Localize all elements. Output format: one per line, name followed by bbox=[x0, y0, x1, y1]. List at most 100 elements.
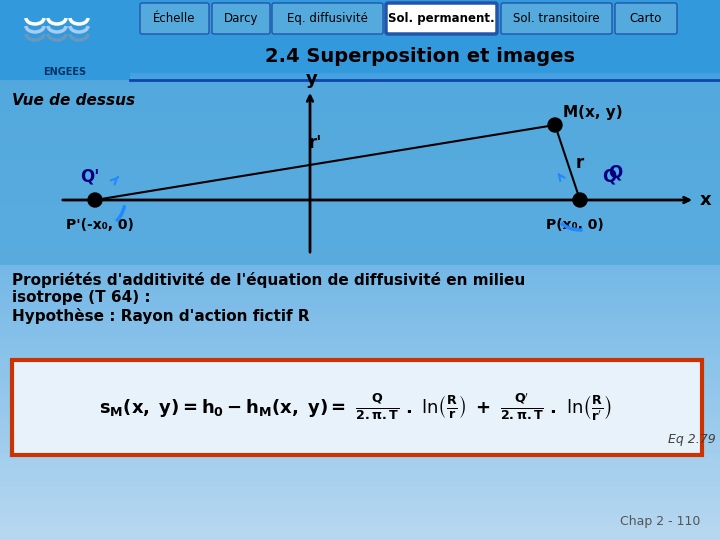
Bar bbox=[0, 124, 720, 130]
Bar bbox=[0, 400, 720, 405]
Bar bbox=[0, 189, 720, 194]
Bar bbox=[0, 373, 720, 378]
Bar bbox=[0, 157, 720, 162]
Bar bbox=[0, 27, 720, 32]
Bar bbox=[0, 38, 720, 43]
Bar bbox=[0, 238, 720, 243]
Text: Eq 2.79: Eq 2.79 bbox=[668, 434, 716, 447]
Bar bbox=[0, 200, 720, 205]
Bar bbox=[0, 0, 130, 80]
Bar bbox=[0, 421, 720, 427]
Text: x: x bbox=[700, 191, 711, 209]
Bar bbox=[0, 502, 720, 508]
Bar bbox=[0, 410, 720, 416]
Bar bbox=[0, 80, 720, 265]
Bar bbox=[0, 265, 720, 270]
Text: M(x, y): M(x, y) bbox=[563, 105, 623, 120]
Text: Chap 2 - 110: Chap 2 - 110 bbox=[620, 515, 700, 528]
Bar bbox=[0, 216, 720, 221]
Bar bbox=[0, 243, 720, 248]
Bar bbox=[0, 16, 720, 22]
Bar bbox=[0, 389, 720, 394]
Circle shape bbox=[88, 193, 102, 207]
Bar bbox=[0, 356, 720, 362]
Bar bbox=[0, 0, 720, 38]
Bar bbox=[0, 92, 720, 97]
Bar bbox=[0, 335, 720, 340]
Bar bbox=[0, 340, 720, 346]
Text: Échelle: Échelle bbox=[153, 12, 196, 25]
FancyBboxPatch shape bbox=[272, 3, 383, 34]
Bar bbox=[0, 221, 720, 227]
Bar bbox=[0, 173, 720, 178]
Bar bbox=[0, 481, 720, 486]
Bar bbox=[0, 529, 720, 535]
Text: Darcy: Darcy bbox=[224, 12, 258, 25]
Bar bbox=[0, 286, 720, 292]
Bar bbox=[0, 346, 720, 351]
Bar bbox=[0, 11, 720, 16]
Bar bbox=[0, 232, 720, 238]
FancyBboxPatch shape bbox=[212, 3, 270, 34]
Bar bbox=[0, 319, 720, 324]
Text: Hypothèse : Rayon d'action fictif R: Hypothèse : Rayon d'action fictif R bbox=[12, 308, 310, 324]
Bar bbox=[0, 119, 720, 124]
Text: $\mathbf{s_M(x,\ y) = h_0 - h_M(x,\ y) = \ \frac{Q}{2.\pi.T}\ .\ \ln\!\left(\fra: $\mathbf{s_M(x,\ y) = h_0 - h_M(x,\ y) =… bbox=[99, 392, 611, 423]
Text: Vue de dessus: Vue de dessus bbox=[12, 93, 135, 108]
Bar bbox=[0, 32, 720, 38]
Bar bbox=[0, 475, 720, 481]
Bar bbox=[0, 518, 720, 524]
Bar bbox=[0, 292, 720, 297]
Bar bbox=[0, 86, 720, 92]
Bar bbox=[0, 378, 720, 383]
Bar bbox=[0, 54, 720, 59]
Bar bbox=[0, 427, 720, 432]
Bar bbox=[0, 416, 720, 421]
Bar bbox=[0, 162, 720, 167]
FancyBboxPatch shape bbox=[12, 360, 702, 455]
Bar bbox=[0, 146, 720, 151]
Bar bbox=[0, 275, 720, 281]
Bar bbox=[0, 464, 720, 470]
FancyBboxPatch shape bbox=[615, 3, 677, 34]
Bar bbox=[0, 227, 720, 232]
Bar bbox=[0, 513, 720, 518]
Bar bbox=[0, 459, 720, 464]
Bar bbox=[0, 22, 720, 27]
Bar bbox=[0, 308, 720, 313]
Text: Sol. transitoire: Sol. transitoire bbox=[513, 12, 600, 25]
Bar bbox=[0, 524, 720, 529]
Text: P'(-x₀, 0): P'(-x₀, 0) bbox=[66, 218, 134, 232]
Bar bbox=[0, 302, 720, 308]
Bar bbox=[0, 178, 720, 184]
Bar bbox=[0, 324, 720, 329]
Text: Eq. diffusivité: Eq. diffusivité bbox=[287, 12, 368, 25]
Bar bbox=[0, 205, 720, 211]
Text: P(x₀, 0): P(x₀, 0) bbox=[546, 218, 604, 232]
Bar bbox=[0, 113, 720, 119]
Text: r': r' bbox=[308, 134, 322, 152]
Bar bbox=[0, 329, 720, 335]
Bar bbox=[0, 454, 720, 459]
Text: Carto: Carto bbox=[630, 12, 662, 25]
Bar bbox=[0, 351, 720, 356]
Text: Propriétés d'additivité de l'équation de diffusivité en milieu: Propriétés d'additivité de l'équation de… bbox=[12, 272, 526, 288]
Bar bbox=[0, 194, 720, 200]
Text: ENGEES: ENGEES bbox=[43, 67, 86, 77]
Bar bbox=[0, 313, 720, 319]
Bar bbox=[0, 184, 720, 189]
Text: isotrope (T 64) :: isotrope (T 64) : bbox=[12, 290, 150, 305]
Bar bbox=[0, 70, 720, 76]
Bar bbox=[0, 130, 720, 135]
Bar bbox=[0, 394, 720, 400]
Text: Q': Q' bbox=[81, 167, 99, 185]
Bar bbox=[0, 443, 720, 448]
Bar bbox=[0, 81, 720, 86]
Text: 2.4 Superposition et images: 2.4 Superposition et images bbox=[265, 46, 575, 65]
Text: Sol. permanent.: Sol. permanent. bbox=[388, 12, 495, 25]
Bar bbox=[0, 259, 720, 265]
Bar bbox=[0, 362, 720, 367]
FancyBboxPatch shape bbox=[386, 3, 497, 34]
Bar bbox=[0, 103, 720, 108]
Circle shape bbox=[573, 193, 587, 207]
